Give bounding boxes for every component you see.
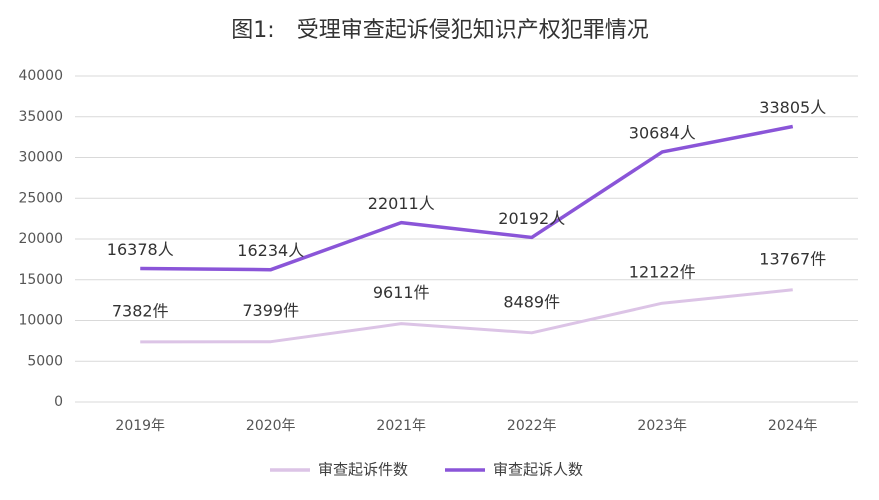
data-label: 30684人: [629, 123, 696, 142]
legend-label: 审查起诉件数: [318, 461, 408, 479]
x-tick-label: 2020年: [246, 418, 296, 434]
y-tick-label: 0: [54, 394, 63, 410]
data-label: 16234人: [237, 241, 304, 260]
y-tick-label: 15000: [18, 272, 63, 288]
y-tick-label: 30000: [18, 150, 63, 166]
data-label: 13767件: [759, 249, 826, 268]
y-tick-label: 20000: [18, 231, 63, 247]
series-line: [140, 124, 794, 272]
x-tick-label: 2023年: [637, 418, 687, 434]
data-label: 33805人: [759, 98, 826, 117]
y-tick-label: 10000: [18, 313, 63, 329]
series-line: [140, 288, 793, 344]
data-label: 20192人: [498, 209, 565, 228]
data-label: 12122件: [629, 263, 696, 282]
chart-title: 图1: 受理审查起诉侵犯知识产权犯罪情况: [231, 18, 648, 43]
y-tick-label: 25000: [18, 190, 63, 206]
data-label: 8489件: [503, 292, 560, 311]
x-tick-label: 2022年: [507, 418, 557, 434]
legend-label: 审查起诉人数: [493, 461, 583, 479]
data-label: 7399件: [242, 301, 299, 320]
x-tick-label: 2019年: [115, 418, 165, 434]
data-label: 9611件: [373, 283, 430, 302]
y-tick-label: 5000: [27, 353, 63, 369]
x-tick-label: 2024年: [768, 418, 818, 434]
data-label: 7382件: [112, 301, 169, 320]
x-tick-label: 2021年: [376, 418, 426, 434]
y-tick-label: 40000: [18, 68, 63, 84]
y-tick-label: 35000: [18, 109, 63, 125]
data-label: 16378人: [107, 240, 174, 259]
data-label: 22011人: [368, 194, 435, 213]
